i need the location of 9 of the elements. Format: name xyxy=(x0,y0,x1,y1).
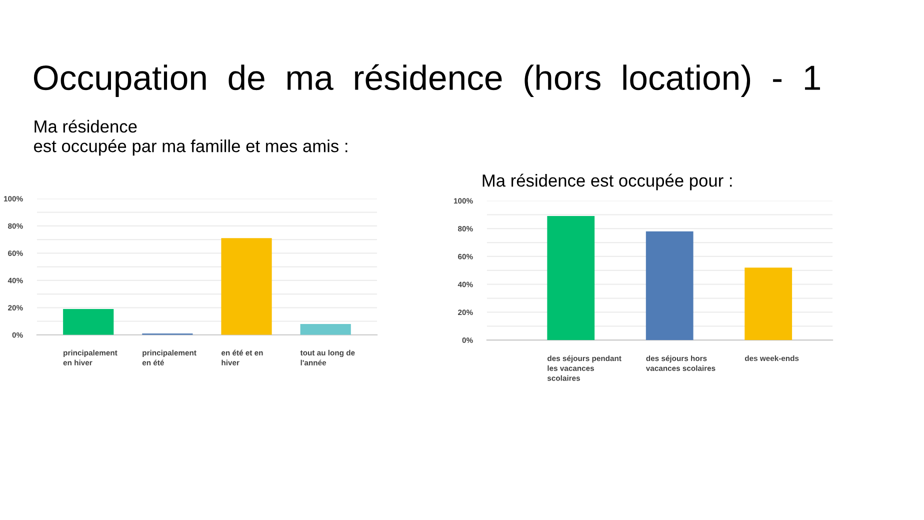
chart-subtitle: Ma résidence est occupée pour : xyxy=(482,174,732,190)
bar xyxy=(547,216,595,340)
chart-subtitle: Ma résidence est occupée par ma famille et mes amis : xyxy=(34,120,348,156)
bar xyxy=(221,238,272,335)
bar xyxy=(300,324,351,335)
chart-title: Occupation de ma résidence (hors location) - 1 xyxy=(34,64,820,97)
bar xyxy=(744,268,792,340)
bar xyxy=(646,231,694,340)
bar xyxy=(63,308,114,335)
